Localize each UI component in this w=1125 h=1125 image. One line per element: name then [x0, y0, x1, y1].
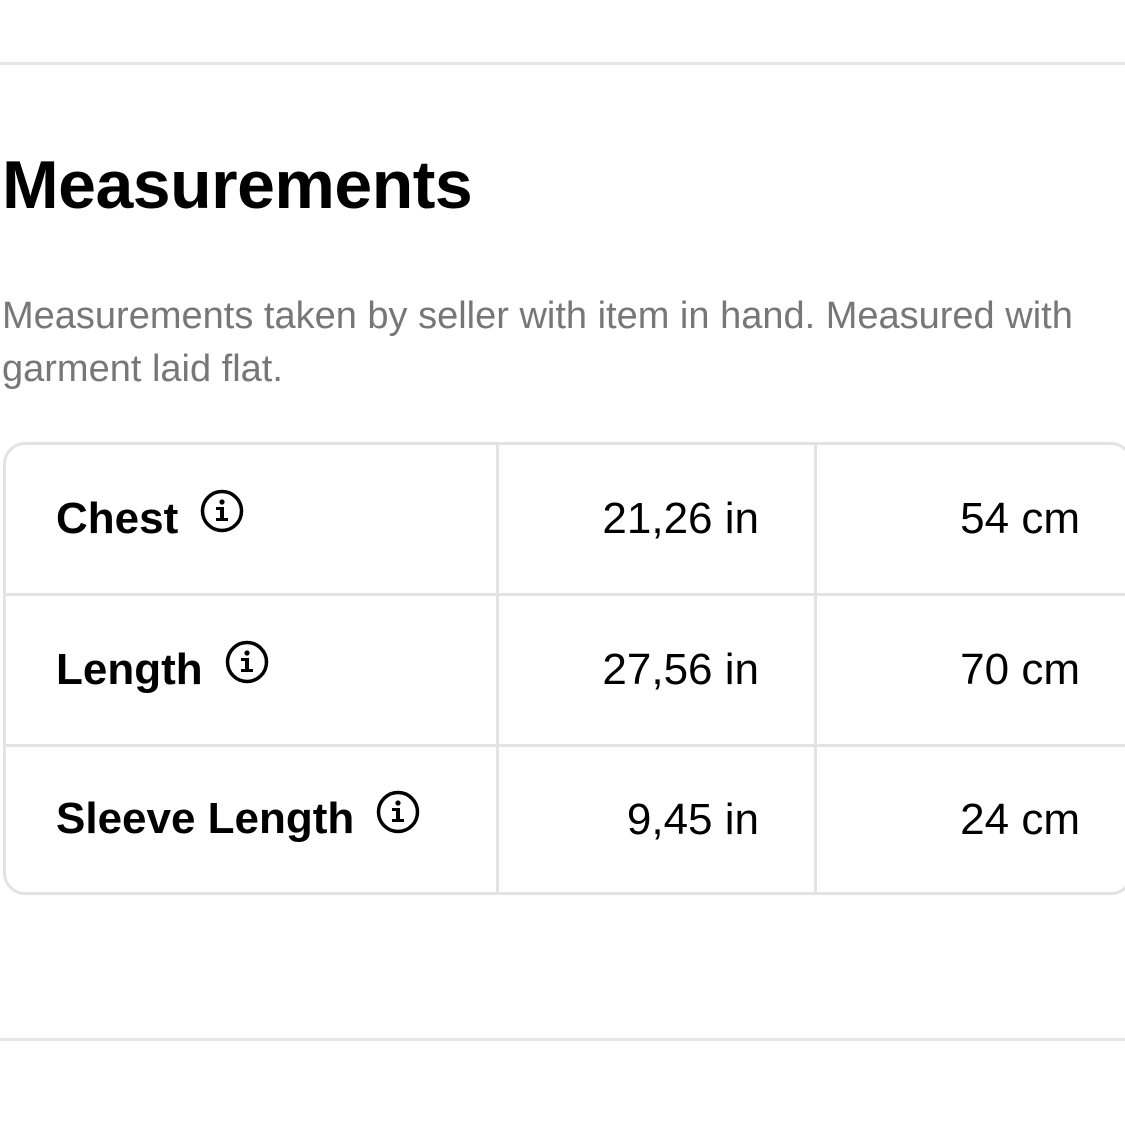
measurement-row: Chest 21,26 in 54 cm [6, 445, 1125, 596]
info-icon[interactable] [225, 640, 269, 695]
measurements-table: Chest 21,26 in 54 cm Length 27,56 in 70 cm Sle… [3, 442, 1125, 895]
section-description: Measurements taken by seller with item i… [2, 295, 1073, 390]
measurement-cm: 24 cm [960, 794, 1080, 844]
measurement-label: Chest [56, 493, 179, 543]
measurement-inches: 21,26 in [499, 445, 817, 596]
info-icon[interactable] [200, 489, 244, 544]
measurement-label-cell: Length [6, 596, 499, 747]
measurement-label-cell: Chest [6, 445, 499, 596]
measurement-row: Length 27,56 in 70 cm [6, 596, 1125, 747]
bottom-divider [0, 1038, 1125, 1041]
measurement-row: Sleeve Length 9,45 in 24 cm [6, 747, 1125, 892]
measurement-label-cell: Sleeve Length [6, 747, 499, 892]
measurement-inches: 27,56 in [499, 596, 817, 747]
section-title: Measurements [2, 147, 473, 223]
measurement-cm: 54 cm [817, 445, 1125, 596]
measurement-cm: 70 cm [817, 596, 1125, 747]
measurement-label: Sleeve Length [56, 794, 355, 844]
info-icon[interactable] [376, 790, 420, 845]
measurement-label: Length [56, 644, 203, 694]
top-divider [0, 62, 1125, 65]
measurement-inches: 9,45 in [499, 747, 817, 892]
